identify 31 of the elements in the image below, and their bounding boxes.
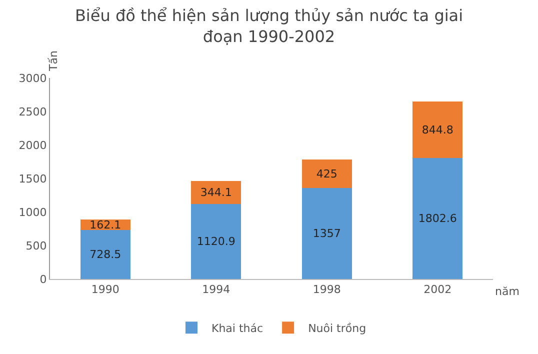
x-tick-label: 1994 (202, 283, 230, 296)
chart-title: Biểu đồ thể hiện sản lượng thủy sản nước ta giai đoạn 1990-2002 (74, 6, 464, 46)
x-axis-title: năm (495, 285, 520, 298)
bar (191, 204, 242, 279)
legend-label: Nuôi trồng (308, 322, 366, 335)
x-tick-label: 1998 (312, 283, 341, 296)
bar (191, 180, 242, 204)
bar (412, 102, 463, 158)
bar (302, 160, 352, 188)
data-label: 1120.9 (196, 234, 236, 248)
data-label: 844.8 (422, 123, 454, 136)
data-label: 344.1 (200, 186, 232, 199)
y-tick-label: 2000 (18, 138, 47, 152)
x-tick-label: 2002 (424, 283, 452, 296)
y-tick-label: 0 (40, 272, 47, 286)
data-label: 1802.6 (418, 212, 457, 226)
y-tick-label: 1500 (18, 172, 47, 186)
y-tick-label: 500 (26, 239, 47, 252)
data-label: 162.1 (90, 218, 122, 232)
data-label: 728.5 (90, 248, 122, 262)
y-tick-label: 1000 (18, 206, 47, 219)
y-tick-label: 3000 (18, 72, 47, 85)
bar (302, 188, 352, 279)
x-tick-label: 1990 (91, 283, 120, 296)
y-tick-label: 2500 (18, 105, 47, 118)
bar (412, 158, 463, 279)
data-label: 425 (316, 167, 338, 180)
data-label: 1357 (312, 227, 341, 240)
legend-label: Khai thác (212, 322, 264, 335)
y-axis-title: Tấn (47, 50, 60, 72)
bar (80, 230, 130, 279)
